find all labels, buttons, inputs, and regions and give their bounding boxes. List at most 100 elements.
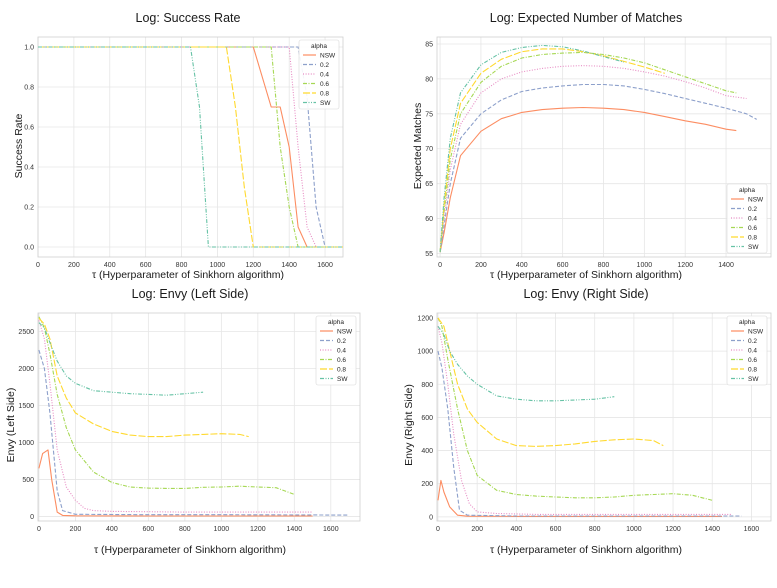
x-tick-label: 1200 [250,526,266,533]
y-tick-label: 1500 [18,403,34,410]
legend-label: 0.8 [337,366,346,373]
legend-label: NSW [320,52,336,59]
y-tick-label: 0.0 [24,245,34,252]
series-line-0-4 [38,320,313,513]
legend-label: 0.6 [320,81,329,88]
x-tick-label: 1600 [323,526,339,533]
y-axis-title: Envy (Left Side) [5,388,17,463]
series-line-0-4 [439,65,747,253]
y-tick-label: 1000 [18,440,34,447]
x-axis-title: τ (Hyperparameter of Sinkhorn algorithm) [490,544,682,556]
y-tick-label: 1200 [417,315,433,322]
series-line-sw [439,44,625,253]
x-tick-label: 800 [176,262,188,269]
plot-frame [436,36,772,258]
y-tick-label: 1.0 [24,45,34,52]
y-tick-label: 400 [421,448,433,455]
legend-label: 0.6 [748,357,757,364]
x-tick-label: 1000 [214,526,230,533]
x-tick-label: 400 [106,526,118,533]
y-tick-label: 85 [425,41,433,48]
legend-label: 0.2 [748,338,757,345]
legend-title: alpha [739,319,755,326]
y-tick-label: 0 [429,514,433,521]
y-tick-label: 1000 [417,349,433,356]
x-tick-label: 200 [475,262,487,269]
plot-area: 0 200 400 600 800 1000 1200 1400 1600 0.0 0.2 0.4 0.… [24,36,344,269]
series-line-0-8 [437,317,664,447]
x-tick-label: 1400 [281,262,297,269]
legend-title: alpha [311,43,327,50]
legend-label: SW [320,100,331,107]
plot-frame [37,312,361,522]
x-tick-label: 1200 [677,262,693,269]
legend-label: SW [337,376,348,383]
series-line-sw [38,46,343,248]
series-line-sw [437,325,615,402]
legend-label: SW [748,376,759,383]
y-axis-title: Expected Matches [412,103,424,189]
series-line-0-8 [439,48,665,253]
chart-title: Log: Envy (Right Side) [523,287,648,301]
x-axis-title: τ (Hyperparameter of Sinkhorn algorithm) [490,269,682,281]
series-line-0-6 [437,317,713,501]
series-line-sw [38,322,204,396]
x-tick-label: 200 [68,262,80,269]
series-line-0-2 [439,83,757,253]
legend: alpha NSW 0.2 0.4 0.6 0.8 SW [298,39,340,110]
y-tick-label: 600 [421,415,433,422]
y-tick-label: 2500 [18,329,34,336]
legend-label: SW [748,244,759,251]
legend-box [315,315,357,386]
series-line-nsw [439,106,737,253]
legend-label: NSW [748,328,764,335]
legend-label: NSW [748,196,764,203]
x-axis-title: τ (Hyperparameter of Sinkhorn algorithm) [94,544,286,556]
legend-label: 0.6 [337,357,346,364]
legend-label: 0.8 [748,234,757,241]
x-tick-label: 400 [104,262,116,269]
legend-box [298,39,340,110]
x-tick-label: 800 [598,262,610,269]
series-line-0-2 [437,350,742,517]
x-tick-label: 400 [516,262,528,269]
x-tick-label: 1600 [317,262,333,269]
x-tick-label: 600 [557,262,569,269]
legend-label: 0.6 [748,225,757,232]
y-tick-label: 60 [425,216,433,223]
x-tick-label: 600 [143,526,155,533]
legend-title: alpha [739,187,755,194]
x-tick-label: 600 [550,526,562,533]
x-tick-label: 1400 [287,526,303,533]
legend-label: 0.2 [337,338,346,345]
y-tick-label: 0 [30,514,34,521]
x-tick-label: 400 [510,526,522,533]
series-line-0-6 [439,51,737,253]
chart-title: Log: Expected Number of Matches [490,11,682,25]
chart-title: Log: Success Rate [136,11,241,25]
legend-label: 0.8 [320,90,329,97]
x-tick-label: 1200 [665,526,681,533]
panel-envy-right: Log: Envy (Right Side) τ (Hyperparameter… [403,287,772,556]
y-tick-label: 200 [421,481,433,488]
legend-box [726,315,768,386]
y-tick-label: 75 [425,111,433,118]
plot-frame [436,312,772,522]
x-tick-label: 0 [438,262,442,269]
x-tick-label: 600 [140,262,152,269]
legend-label: 0.4 [337,347,346,354]
panel-expected-matches: Log: Expected Number of Matches τ (Hyper… [412,11,772,281]
y-tick-label: 65 [425,181,433,188]
y-axis-title: Envy (Right Side) [403,384,415,466]
x-tick-label: 200 [70,526,82,533]
legend-label: 0.4 [748,347,757,354]
plot-frame [37,36,344,258]
legend-label: 0.2 [748,206,757,213]
x-tick-label: 0 [36,262,40,269]
y-tick-label: 0.6 [24,125,34,132]
series-line-0-2 [38,349,350,516]
chart-title: Log: Envy (Left Side) [132,287,249,301]
x-tick-label: 1600 [744,526,760,533]
